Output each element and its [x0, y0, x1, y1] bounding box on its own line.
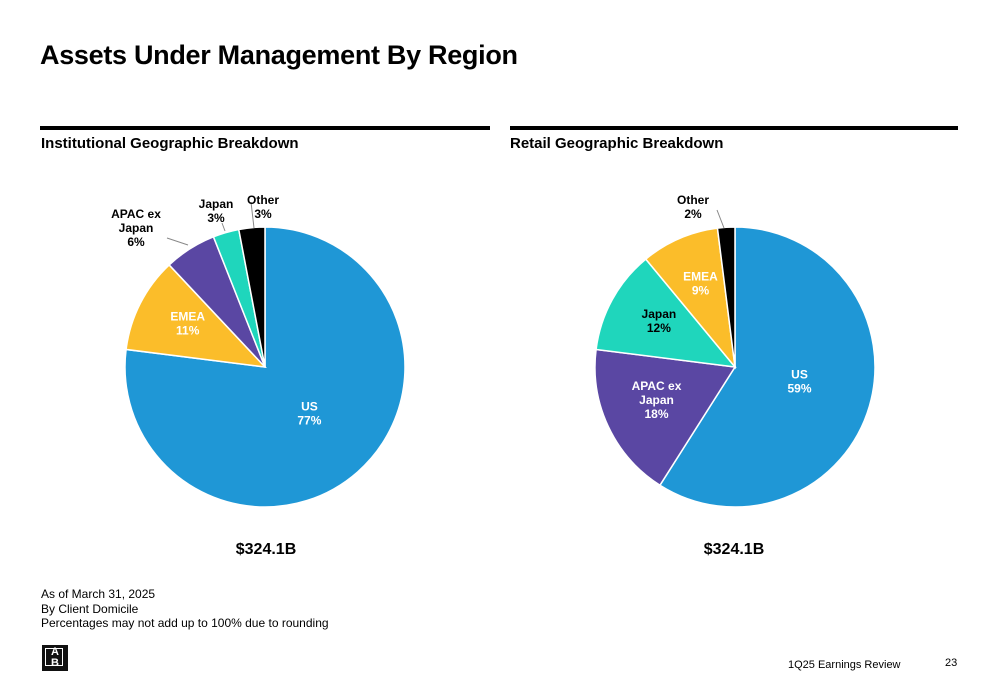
institutional-total: $324.1B: [235, 541, 297, 558]
pie-data-label: Japan 12%: [642, 307, 677, 335]
footnotes: As of March 31, 2025 By Client Domicile …: [41, 587, 329, 631]
logo-letter-b: B: [51, 657, 59, 669]
pie-data-label: Japan 3%: [199, 197, 234, 225]
pie-slice-apac-ex-japan: [594, 348, 737, 487]
pie-data-label: APAC ex Japan 18%: [632, 379, 682, 421]
pie-slice-emea: [125, 263, 267, 369]
pie-data-label: Other 3%: [247, 193, 279, 221]
retail-total: $324.1B: [703, 541, 765, 558]
footnote-rounding: Percentages may not add up to 100% due t…: [41, 616, 329, 630]
leader-line: [221, 222, 226, 232]
right-panel-rule: [510, 126, 958, 130]
pie-data-label: APAC ex Japan 6%: [111, 207, 161, 249]
pie-data-label: US 77%: [297, 399, 321, 427]
leader-line: [716, 209, 725, 229]
left-panel-rule: [40, 126, 490, 130]
leader-line: [166, 237, 189, 246]
pie-data-label: EMEA 9%: [683, 269, 718, 297]
pie-data-label: US 59%: [787, 368, 811, 396]
institutional-pie-chart: US 77% EMEA 11% APAC ex Japan 6% Japan 3% Other 3%: [111, 193, 406, 508]
page-number: 23: [945, 657, 958, 669]
page-title: Assets Under Management By Region: [40, 40, 518, 70]
pie-slice-other: [237, 226, 266, 368]
pie-slice-us: [658, 226, 876, 508]
pie-slice-japan: [595, 258, 737, 368]
pie-slice-us: [124, 226, 406, 508]
logo-letter-a: A: [51, 646, 59, 658]
leader-line: [250, 201, 255, 229]
retail-pie-chart: US 59% APAC ex Japan 18% Japan 12%EMEA 9% Other 2…: [594, 193, 876, 508]
footnote-domicile: By Client Domicile: [41, 601, 139, 616]
retail-chart-title: Retail Geographic Breakdown: [510, 135, 724, 152]
pie-data-label: Other 2%: [677, 193, 709, 221]
footnote-date: As of March 31, 2025: [41, 587, 156, 601]
footer-text: 1Q25 Earnings Review: [788, 659, 901, 671]
ab-logo: A B: [42, 645, 68, 671]
pie-slice-other: [716, 226, 736, 368]
pie-data-label: EMEA 11%: [170, 310, 205, 338]
pie-slice-emea: [644, 227, 737, 370]
institutional-chart-title: Institutional Geographic Breakdown: [41, 135, 299, 152]
